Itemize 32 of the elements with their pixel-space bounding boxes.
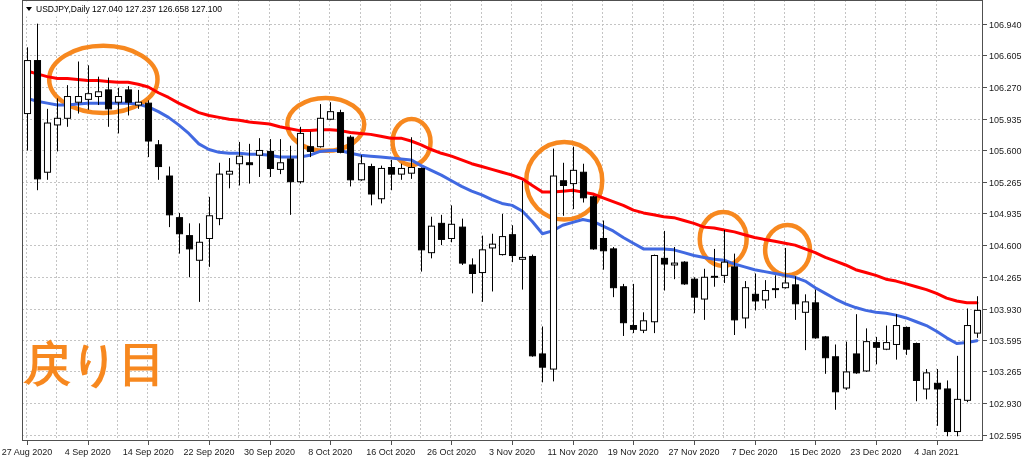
x-tick-label: 11 Nov 2020 [547,447,598,457]
x-tick-label: 27 Aug 2020 [1,447,53,457]
y-tick-label: 102.930 [989,398,1022,409]
x-tick-label: 27 Nov 2020 [668,447,720,457]
y-tick-label: 103.595 [989,335,1022,346]
x-tick-label: 16 Oct 2020 [366,447,416,457]
y-tick-label: 105.600 [989,145,1022,156]
y-tick-label: 105.935 [989,114,1022,125]
x-tick-label: 14 Sep 2020 [122,447,174,457]
y-tick-label: 106.940 [989,19,1022,30]
y-tick-label: 103.265 [989,366,1022,377]
x-tick-label: 4 Jan 2021 [914,447,959,457]
x-tick-label: 26 Oct 2020 [426,447,476,457]
text: USDJPY,Daily 127.040 127.237 126.658 127.100 [36,4,223,14]
x-tick-label: 23 Dec 2020 [850,447,902,457]
y-tick-label: 102.595 [989,430,1022,441]
y-tick-label: 104.600 [989,240,1022,251]
x-tick-label: 7 Dec 2020 [731,447,778,457]
y-tick-label: 103.930 [989,304,1022,315]
x-tick-label: 30 Sep 2020 [244,447,296,457]
y-tick-label: 104.265 [989,272,1022,283]
x-tick-label: 15 Dec 2020 [789,447,841,457]
annotation: 戻り目 [23,336,166,391]
x-tick-label: 22 Sep 2020 [183,447,235,457]
y-tick-label: 104.935 [989,208,1022,219]
x-tick-label: 8 Oct 2020 [308,447,353,457]
x-tick-label: 19 Nov 2020 [607,447,659,457]
y-tick-label: 105.265 [989,177,1022,188]
y-tick-label: 106.270 [989,82,1022,93]
y-tick-label: 106.605 [989,50,1022,61]
x-tick-label: 3 Nov 2020 [489,447,536,457]
x-tick-label: 4 Sep 2020 [64,447,111,457]
